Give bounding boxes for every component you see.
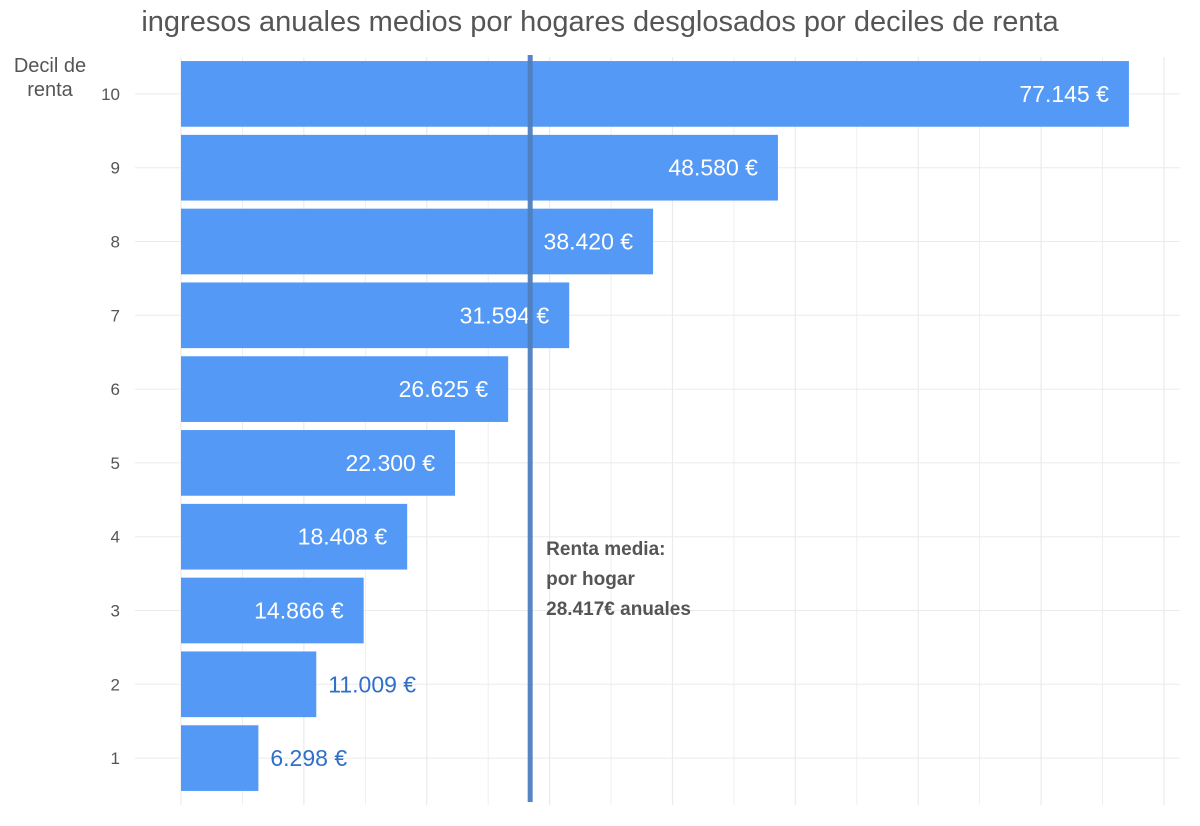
bar-decil-1	[181, 725, 259, 791]
bar-decil-6	[181, 356, 509, 422]
y-tick-label: 2	[111, 675, 120, 694]
bar-value-label: 18.408 €	[298, 524, 388, 550]
y-tick-label: 6	[111, 380, 120, 399]
bar-decil-10	[181, 61, 1129, 127]
bar-value-labels: 6.298 € 11.009 € 14.866 € 18.408 € 22.300 € 2…	[254, 81, 1109, 771]
reference-line-group: Renta media: por hogar 28.417€ anuales	[527, 55, 691, 802]
y-tick-label: 10	[101, 85, 120, 104]
y-tick-label: 3	[111, 602, 120, 621]
bar-value-label: 26.625 €	[399, 376, 489, 402]
y-tick-label: 4	[111, 528, 120, 547]
bar-decil-4	[181, 503, 408, 570]
y-tick-label: 8	[111, 233, 120, 252]
bar-value-label: 31.594 €	[460, 302, 550, 328]
y-tick-labels: 1 2 3 4 5 6 7 8 9 10	[101, 85, 120, 768]
bar-value-label: 14.866 €	[254, 598, 344, 624]
y-tick-label: 1	[111, 749, 120, 768]
bar-decil-2	[181, 651, 317, 718]
bar-value-label: 38.420 €	[544, 229, 634, 255]
bars	[181, 61, 1129, 791]
y-axis-title: Decil de renta	[13, 55, 87, 101]
bar-decil-8	[181, 208, 654, 275]
y-tick-label: 9	[111, 159, 120, 178]
bar-value-label: 11.009 €	[328, 671, 416, 697]
chart-title: ingresos anuales medios por hogares desg…	[141, 6, 1059, 38]
mean-annotation-line: Renta media:	[546, 539, 665, 560]
bar-value-label: 77.145 €	[1019, 81, 1109, 107]
bar-value-label: 22.300 €	[345, 450, 435, 476]
y-tick-label: 5	[111, 454, 120, 473]
y-tick-label: 7	[111, 306, 120, 325]
bar-value-label: 6.298 €	[270, 745, 347, 771]
bar-decil-3	[181, 577, 364, 644]
bar-decil-9	[181, 134, 778, 201]
mean-annotation-line: 28.417€ anuales	[546, 599, 691, 620]
bar-value-label: 48.580 €	[668, 155, 758, 181]
mean-annotation-line: por hogar	[546, 569, 635, 590]
bar-decil-7	[181, 282, 570, 349]
bar-decil-5	[181, 430, 456, 496]
